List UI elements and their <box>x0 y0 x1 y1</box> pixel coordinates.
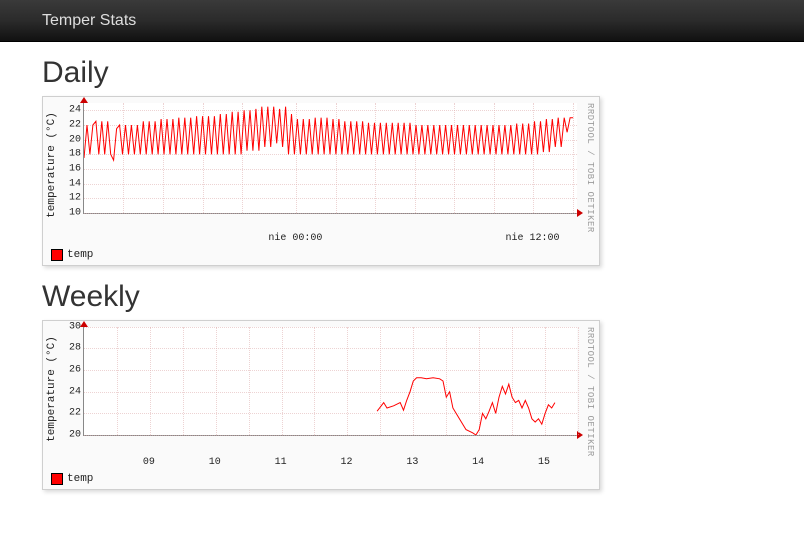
legend-swatch-icon <box>51 473 63 485</box>
series-line <box>84 103 578 213</box>
daily-legend: temp <box>43 247 599 265</box>
gridline <box>84 213 577 214</box>
gridline <box>578 327 579 435</box>
ytick-label: 22 <box>69 120 81 131</box>
xtick-label: nie 12:00 <box>506 233 560 244</box>
ytick-label: 28 <box>69 343 81 354</box>
weekly-legend: temp <box>43 471 599 489</box>
section-title-daily: Daily <box>42 56 804 90</box>
weekly-ylabel: temperature (°C) <box>43 321 61 457</box>
ytick-label: 20 <box>69 429 81 440</box>
xtick-label: nie 00:00 <box>268 233 322 244</box>
ytick-label: 22 <box>69 408 81 419</box>
daily-ylabel: temperature (°C) <box>43 97 61 233</box>
section-title-weekly: Weekly <box>42 280 804 314</box>
daily-xticks: nie 00:00 nie 12:00 <box>83 233 577 247</box>
daily-yticks: 1012141618202224 <box>61 97 83 213</box>
ytick-label: 20 <box>69 134 81 145</box>
legend-label: temp <box>67 473 93 485</box>
series-line <box>84 327 578 435</box>
weekly-plot-area <box>83 327 577 436</box>
ytick-label: 10 <box>69 208 81 219</box>
xtick-label: 15 <box>538 457 550 468</box>
xtick-label: 13 <box>406 457 418 468</box>
legend-swatch-icon <box>51 249 63 261</box>
xtick-label: 09 <box>143 457 155 468</box>
ytick-label: 12 <box>69 193 81 204</box>
ytick-label: 14 <box>69 178 81 189</box>
ytick-label: 26 <box>69 365 81 376</box>
ytick-label: 24 <box>69 105 81 116</box>
rrdtool-watermark: RRDTOOL / TOBI OETIKER <box>581 321 599 457</box>
ytick-label: 16 <box>69 164 81 175</box>
ytick-label: 24 <box>69 386 81 397</box>
legend-label: temp <box>67 249 93 261</box>
weekly-xticks: 09 10 11 12 13 14 15 <box>83 457 577 471</box>
daily-chart: temperature (°C) 10 12 14 16 18 20 22 24 RRDTOO… <box>42 96 600 266</box>
xtick-label: 14 <box>472 457 484 468</box>
xtick-label: 10 <box>209 457 221 468</box>
gridline <box>84 435 577 436</box>
ytick-label: 18 <box>69 149 81 160</box>
page-title: Temper Stats <box>42 12 136 30</box>
xtick-label: 11 <box>275 457 287 468</box>
xtick-label: 12 <box>340 457 352 468</box>
weekly-yticks: 202224262830 <box>61 321 83 435</box>
weekly-chart: temperature (°C) 202224262830 RRDTOOL / … <box>42 320 600 490</box>
top-bar: Temper Stats <box>0 0 804 42</box>
rrdtool-watermark: RRDTOOL / TOBI OETIKER <box>581 97 599 233</box>
daily-plot-area <box>83 103 577 214</box>
